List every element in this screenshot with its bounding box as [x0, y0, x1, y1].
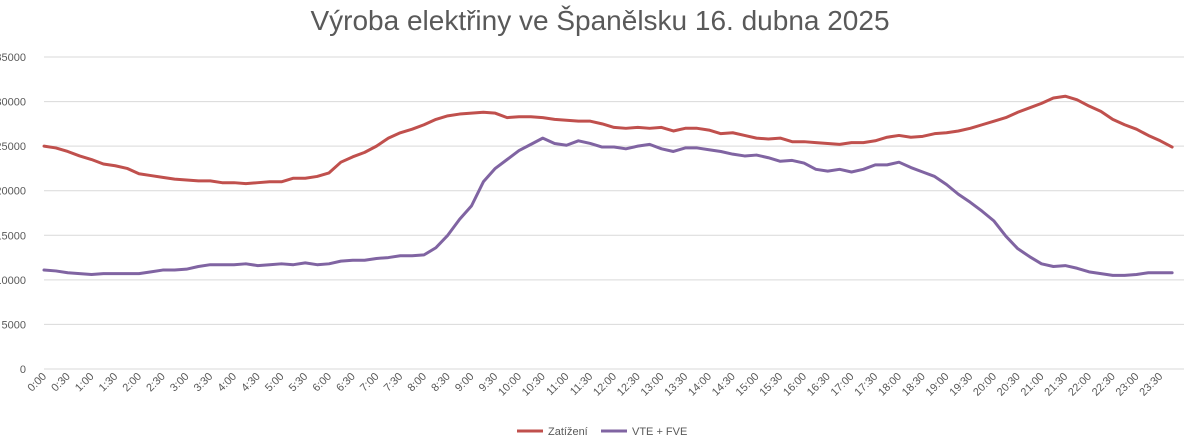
x-tick-label: 20:00 [971, 371, 999, 399]
x-tick-label: 2:30 [144, 371, 168, 395]
legend-label-vte-fve: VTE + FVE [632, 426, 687, 438]
x-tick-label: 0:30 [49, 371, 73, 395]
x-tick-label: 18:30 [900, 371, 928, 399]
x-tick-label: 18:00 [876, 371, 904, 399]
x-tick-label: 7:30 [382, 371, 406, 395]
legend: Zatížení VTE + FVE [517, 426, 687, 438]
x-tick-label: 14:00 [686, 371, 714, 399]
x-tick-label: 5:30 [287, 371, 311, 395]
series-lines [42, 94, 1174, 277]
y-tick-label: 0 [20, 364, 26, 376]
x-tick-label: 22:00 [1066, 371, 1094, 399]
y-tick-label: 10000 [0, 275, 26, 287]
x-tick-label: 13:00 [639, 371, 667, 399]
x-tick-label: 7:00 [358, 371, 382, 395]
x-tick-label: 19:00 [924, 371, 952, 399]
x-tick-label: 20:30 [995, 371, 1023, 399]
y-tick-label: 30000 [0, 97, 26, 109]
x-tick-label: 8:30 [429, 371, 453, 395]
chart-title: Výroba elektřiny ve Španělsku 16. dubna … [310, 5, 889, 36]
y-tick-label: 15000 [0, 230, 26, 242]
x-tick-label: 23:30 [1137, 371, 1165, 399]
y-tick-label: 25000 [0, 141, 26, 153]
x-tick-label: 9:00 [453, 371, 477, 395]
x-tick-label: 1:00 [73, 371, 97, 395]
x-tick-label: 6:00 [310, 371, 334, 395]
x-tick-label: 8:00 [405, 371, 429, 395]
x-tick-label: 22:30 [1090, 371, 1118, 399]
x-tick-label: 5:00 [263, 371, 287, 395]
x-tick-label: 11:00 [544, 371, 571, 398]
x-tick-label: 14:30 [710, 371, 738, 399]
x-tick-label: 12:30 [615, 371, 643, 399]
gridlines [44, 56, 1184, 370]
x-tick-label: 4:30 [239, 371, 263, 395]
y-axis-ticks: 0 5000 10000 15000 20000 25000 30000 35000 [0, 52, 26, 376]
x-axis-ticks: 0:00 0:30 1:00 1:30 2:00 2:30 3:00 3:30 4:00 4:30… [25, 371, 1165, 399]
x-tick-label: 15:30 [757, 371, 785, 399]
x-tick-label: 21:00 [1019, 371, 1047, 399]
x-tick-label: 17:00 [829, 371, 857, 399]
legend-label-zatizeni: Zatížení [548, 426, 588, 438]
x-tick-label: 16:30 [805, 371, 833, 399]
x-tick-label: 17:30 [852, 371, 880, 399]
x-tick-label: 16:00 [781, 371, 809, 399]
x-tick-label: 4:00 [215, 371, 239, 395]
x-tick-label: 15:00 [734, 371, 762, 399]
x-tick-label: 21:30 [1042, 371, 1070, 399]
x-tick-label: 11:30 [568, 371, 595, 398]
y-tick-label: 20000 [0, 186, 26, 198]
x-tick-label: 3:00 [168, 371, 192, 395]
y-tick-label: 5000 [2, 319, 26, 331]
series-line-vte-fve [42, 136, 1174, 277]
x-tick-label: 19:30 [947, 371, 975, 399]
x-tick-label: 0:00 [25, 371, 49, 395]
x-tick-label: 13:30 [662, 371, 690, 399]
x-tick-label: 23:00 [1114, 371, 1142, 399]
series-line-zatizeni [42, 94, 1174, 186]
x-tick-label: 2:00 [120, 371, 144, 395]
x-tick-label: 10:00 [496, 371, 524, 399]
y-tick-label: 35000 [0, 52, 26, 64]
x-tick-label: 3:30 [192, 371, 216, 395]
x-tick-label: 6:30 [334, 371, 358, 395]
x-tick-label: 1:30 [97, 371, 121, 395]
x-tick-label: 10:30 [520, 371, 548, 399]
x-tick-label: 12:00 [591, 371, 619, 399]
